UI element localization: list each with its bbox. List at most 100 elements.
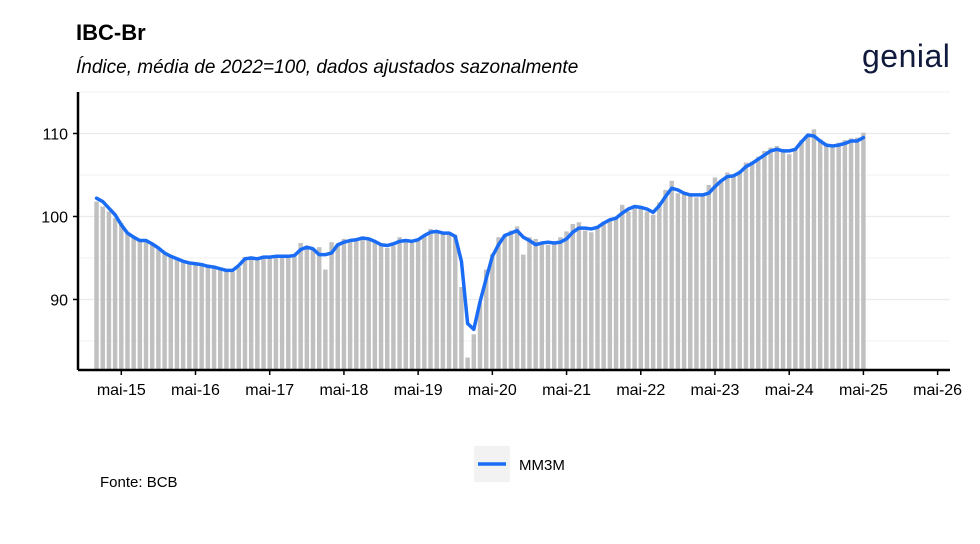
bar (589, 232, 594, 370)
bar (471, 334, 477, 370)
genial-logo: genial (862, 38, 951, 74)
bar (341, 238, 347, 370)
bar (255, 259, 260, 370)
bar (397, 237, 402, 370)
x-tick-label: mai-15 (97, 382, 146, 399)
bar (780, 150, 786, 370)
bar (168, 256, 173, 370)
mm3m-line (94, 133, 866, 332)
bar (768, 147, 773, 370)
bar (551, 242, 557, 370)
bar (119, 223, 124, 370)
bar (236, 267, 242, 370)
bar (774, 145, 780, 370)
bar (644, 211, 650, 370)
bar (490, 253, 495, 370)
bar (762, 150, 767, 370)
bar (100, 206, 105, 370)
bar (620, 204, 625, 370)
bar (564, 231, 569, 370)
bar (211, 267, 217, 370)
bar (310, 248, 316, 370)
bar (496, 237, 501, 370)
bar (205, 266, 211, 370)
bar (329, 242, 334, 370)
bar (267, 257, 272, 370)
bar (613, 217, 619, 370)
bar (409, 243, 415, 370)
bar (143, 242, 149, 370)
bar (706, 184, 712, 370)
bar (688, 194, 693, 370)
bar (465, 357, 470, 370)
bar (718, 179, 724, 370)
bar (199, 265, 204, 370)
bar (861, 132, 866, 370)
bar (428, 228, 433, 370)
bar (533, 238, 538, 370)
bar (459, 287, 464, 370)
bar (261, 255, 266, 370)
bar (347, 240, 353, 370)
x-tick-label: mai-18 (319, 382, 368, 399)
bar (582, 230, 588, 370)
bar (292, 256, 297, 370)
bar (354, 239, 359, 370)
bar (743, 162, 749, 370)
bar (248, 256, 254, 370)
bar (514, 226, 520, 370)
bar (174, 258, 180, 370)
bar (749, 161, 755, 370)
bar (106, 211, 112, 370)
bar (378, 244, 384, 370)
bar (669, 180, 674, 370)
x-tick-label: mai-21 (542, 382, 591, 399)
bar (539, 243, 545, 370)
bar (836, 142, 841, 370)
bar (855, 137, 860, 370)
bar (848, 138, 854, 370)
bar (137, 240, 143, 370)
bar (230, 272, 235, 370)
bar (607, 218, 613, 370)
bar (384, 248, 390, 370)
bar (162, 252, 167, 370)
bar (601, 221, 606, 370)
x-tick-label: mai-23 (691, 382, 740, 399)
bar (595, 228, 600, 370)
x-tick-label: mai-16 (171, 382, 220, 399)
bar (279, 254, 285, 370)
x-tick-label: mai-25 (839, 382, 888, 399)
bar (440, 233, 446, 370)
x-tick-label: mai-20 (468, 382, 517, 399)
bar (193, 262, 198, 370)
bar (316, 247, 322, 370)
bar (521, 254, 526, 370)
bar (756, 156, 761, 370)
bar (712, 177, 718, 370)
bar (403, 241, 408, 370)
legend-label-mm3m: MM3M (519, 457, 565, 474)
bar (224, 270, 229, 370)
bar (502, 234, 507, 370)
bar (558, 237, 563, 370)
bar (131, 237, 136, 370)
bar (94, 201, 99, 370)
bar (156, 249, 161, 370)
bar (626, 211, 631, 370)
bar (112, 218, 118, 370)
bar (372, 241, 378, 370)
source-note: Fonte: BCB (100, 474, 178, 491)
bar (242, 257, 248, 370)
bar (725, 172, 730, 370)
bar (570, 223, 575, 370)
bar (663, 189, 668, 370)
bar (657, 202, 662, 370)
bar (842, 140, 848, 370)
bar (360, 236, 365, 370)
legend: MM3M (474, 446, 565, 482)
bar (811, 129, 817, 370)
bar (434, 231, 439, 370)
bar (675, 193, 681, 370)
bar (187, 263, 192, 370)
